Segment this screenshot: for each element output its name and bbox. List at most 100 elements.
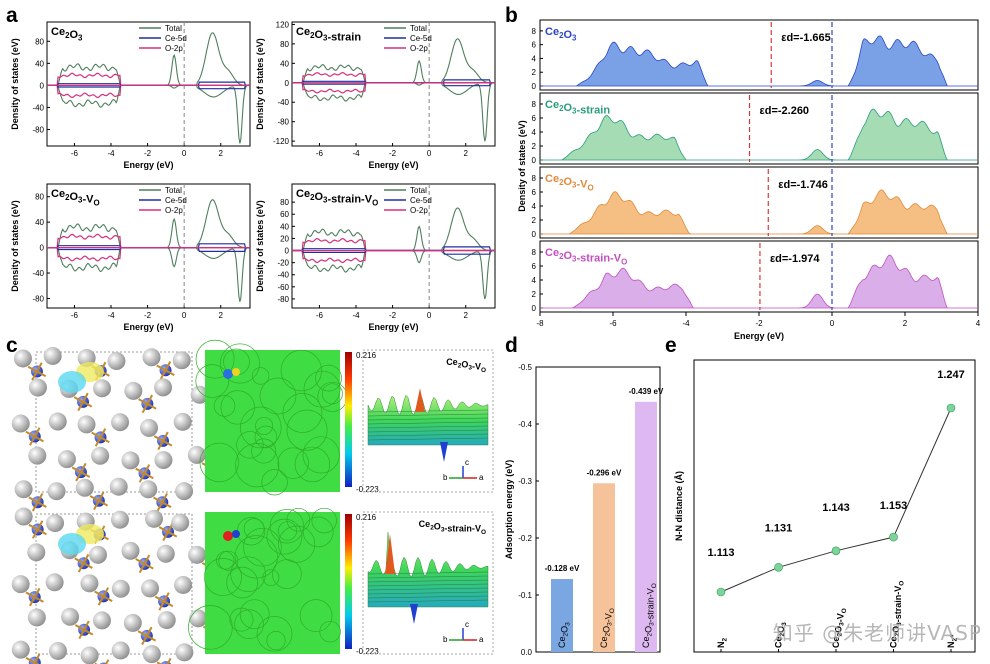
bond bbox=[33, 653, 41, 664]
axis-c-label: c bbox=[465, 458, 469, 467]
surface-label: Ce2O3-VO bbox=[446, 357, 486, 374]
atom-o bbox=[190, 385, 209, 404]
bond bbox=[78, 629, 85, 640]
y-tick-label: 80 bbox=[35, 37, 44, 46]
contour bbox=[243, 527, 282, 567]
bond bbox=[74, 557, 85, 565]
contour bbox=[315, 364, 342, 392]
contour bbox=[303, 370, 341, 408]
bond bbox=[27, 365, 38, 373]
plot-frame bbox=[46, 183, 251, 309]
bond bbox=[83, 562, 93, 569]
y-tick-label: -40 bbox=[32, 269, 44, 278]
bond bbox=[146, 635, 157, 642]
bond bbox=[154, 595, 165, 603]
plot-title: Ce2O3-VO bbox=[51, 188, 100, 207]
bond bbox=[28, 496, 39, 504]
b-row-label: Ce2O3-strain bbox=[545, 99, 610, 117]
atom-o bbox=[173, 412, 192, 431]
bond bbox=[161, 501, 172, 508]
legend-label: O-2p bbox=[165, 44, 183, 53]
bar-category-label: Ce2O3-strain-VO bbox=[641, 583, 658, 648]
b-dos-area bbox=[540, 189, 978, 235]
y-tick-label: -40 bbox=[32, 103, 44, 112]
bond bbox=[82, 553, 90, 564]
contour bbox=[256, 616, 293, 652]
nn-point bbox=[889, 532, 898, 542]
y-tick-label: -0.4 bbox=[518, 420, 532, 429]
surface-label: Ce2O3-strain-VO bbox=[419, 519, 486, 536]
bond bbox=[74, 624, 85, 631]
x-tick-label: 0 bbox=[182, 311, 187, 320]
y-tick-label: 6 bbox=[532, 41, 537, 50]
y-tick-label: 6 bbox=[532, 188, 537, 197]
panel-label-a: a bbox=[6, 4, 18, 27]
bond bbox=[138, 472, 146, 483]
y-axis-label: Density of states (eV) bbox=[517, 120, 527, 212]
mesh-line bbox=[367, 579, 489, 583]
bond bbox=[162, 440, 173, 447]
bar-category-label: Ce2O3-VO bbox=[599, 608, 616, 648]
colorbar-min-label: -0.223 bbox=[356, 647, 379, 656]
atom-o bbox=[142, 645, 161, 664]
nn-point bbox=[774, 562, 783, 572]
x-tick-label: -6 bbox=[609, 319, 617, 328]
legend-label: O-2p bbox=[410, 44, 428, 53]
x-tick-label: -2 bbox=[389, 311, 397, 320]
contour bbox=[280, 349, 322, 392]
contour bbox=[262, 569, 280, 587]
contour bbox=[278, 525, 316, 563]
nn-category-label: N2* bbox=[946, 634, 958, 648]
nn-category-label: Ce2O3-strain-VO bbox=[889, 581, 906, 648]
legend-label: Total bbox=[165, 186, 182, 195]
legend-label: O-2p bbox=[410, 206, 428, 215]
y-tick-label: -80 bbox=[32, 294, 44, 303]
bond bbox=[77, 401, 84, 412]
y-tick-label: 60 bbox=[280, 210, 289, 219]
bond bbox=[144, 562, 154, 570]
y-tick-label: 0 bbox=[532, 304, 537, 313]
contour bbox=[235, 443, 280, 488]
contour bbox=[302, 516, 334, 548]
surface-dip bbox=[440, 442, 448, 462]
mesh-line bbox=[367, 425, 489, 429]
contour bbox=[319, 620, 341, 643]
legend-label: Total bbox=[410, 24, 427, 33]
dos-plot-ce2o3-strain: -6 -4 -2 0 2 -120 -80 -40 0 40 80 120 Ce2O3-strain To… bbox=[255, 20, 496, 170]
atom-o bbox=[48, 641, 67, 660]
bond bbox=[143, 554, 151, 565]
mesh-line bbox=[367, 599, 489, 603]
contour bbox=[261, 468, 288, 496]
contour bbox=[226, 566, 258, 599]
bond bbox=[33, 587, 41, 598]
bond bbox=[138, 563, 146, 574]
y-tick-label: -40 bbox=[277, 271, 289, 280]
y-tick-label: -60 bbox=[277, 283, 289, 292]
bond bbox=[83, 620, 90, 631]
total-dos-down bbox=[47, 247, 250, 302]
panel-b-stacked-dos: 0 2 4 6 8 Ce2O3 εd=-1.665 0 2 4 6 8 Ce2O3-strain εd=-… bbox=[517, 19, 981, 341]
atom-o bbox=[188, 545, 207, 564]
atom-o bbox=[139, 480, 158, 499]
atom-o bbox=[77, 415, 96, 434]
contour bbox=[251, 367, 270, 385]
bond bbox=[157, 440, 164, 451]
atom-o bbox=[154, 451, 173, 470]
nn-value-label: 1.113 bbox=[708, 547, 735, 559]
y-tick-label: 8 bbox=[532, 174, 537, 183]
atom-o bbox=[111, 579, 130, 598]
atom-o bbox=[144, 509, 163, 528]
nn-category-label: Ce2O3-VO bbox=[831, 608, 848, 648]
contour bbox=[229, 607, 254, 632]
crystal-structures bbox=[11, 346, 223, 664]
atom-o bbox=[111, 413, 130, 432]
panel-label-d: d bbox=[505, 334, 518, 357]
y-tick-label: -40 bbox=[277, 98, 289, 107]
bond bbox=[36, 362, 43, 372]
d-band-center-value: εd=-1.746 bbox=[778, 179, 828, 191]
axis-a-label: a bbox=[479, 635, 484, 644]
bond bbox=[161, 493, 168, 503]
b-row-frame bbox=[539, 19, 979, 91]
y-tick-label: 2 bbox=[532, 68, 537, 77]
